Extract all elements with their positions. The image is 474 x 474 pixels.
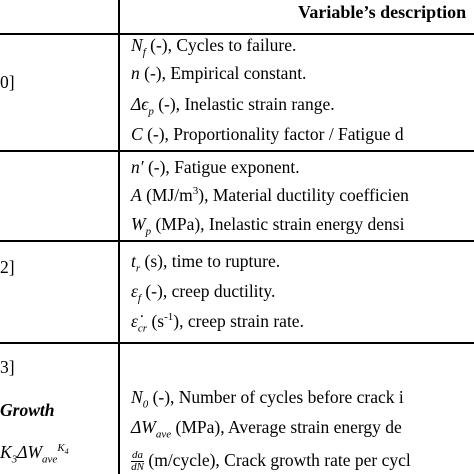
var-n: n (-), Empirical constant. <box>131 63 307 83</box>
row-divider-2 <box>0 240 474 242</box>
var-n-prime: n′ (-), Fatigue exponent. <box>131 157 300 177</box>
var-wp: Wp (MPa), Inelastic strain energy densi <box>131 214 405 238</box>
var-delta-w-ave: ΔWave (MPa), Average strain energy de <box>131 417 402 441</box>
var-delta-ep: Δϵp (-), Inelastic strain range. <box>131 94 335 118</box>
var-tr: tr (s), time to rupture. <box>131 251 281 275</box>
header-divider <box>0 33 474 35</box>
header-description: Variable’s description <box>298 2 467 22</box>
var-ecr-dot: ε̇cr (s-1), creep strain rate. <box>131 311 304 335</box>
row3-reference: 2] <box>0 257 15 277</box>
row-divider-1 <box>0 150 474 152</box>
fraction-da-dn: da dN <box>131 449 144 474</box>
var-da-dn: da dN (m/cycle), Crack growth rate per cy… <box>131 449 411 474</box>
row4-reference: 3] <box>0 357 15 377</box>
var-c: C (-), Proportionality factor / Fatigue … <box>131 124 404 144</box>
var-a: A (MJ/m3), Material ductility coefficien <box>131 185 409 205</box>
var-ef: εf (-), creep ductility. <box>131 281 276 305</box>
column-divider <box>118 0 120 474</box>
var-n0: N0 (-), Number of cycles before crack i <box>131 387 404 411</box>
row4-formula: K3ΔWaveK4 <box>0 442 69 466</box>
row4-label: Growth <box>0 400 55 420</box>
row1-reference: 0] <box>0 72 15 92</box>
row-divider-3 <box>0 342 474 344</box>
var-nf: Nf (-), Cycles to failure. <box>131 35 297 59</box>
